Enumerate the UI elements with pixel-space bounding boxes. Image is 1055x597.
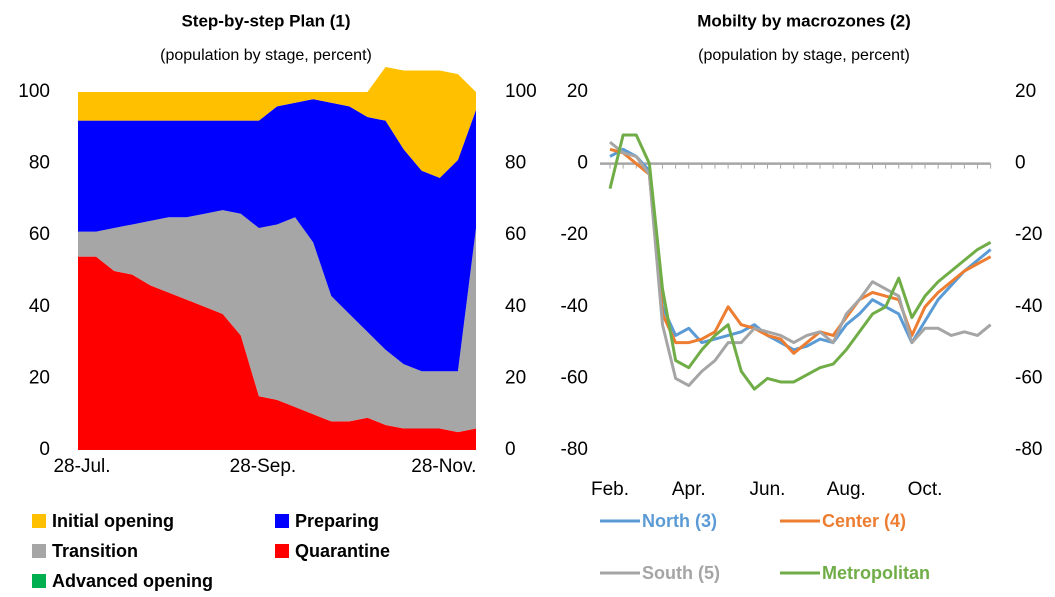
legend-label: Metropolitan [822,563,930,583]
legend-label: Preparing [295,511,379,531]
y-tick-label: 100 [18,81,50,102]
legend-swatch [32,514,46,528]
legend-swatch [32,574,46,588]
y2-tick-label: -20 [1015,224,1042,245]
y2-tick-label: 100 [505,81,537,102]
x-tick-label: Feb. [591,479,629,500]
legend-swatch [275,544,289,558]
area [78,210,476,433]
y2-tick-label: 20 [505,367,526,388]
area [78,256,476,450]
y2-tick-label: 20 [1015,81,1036,102]
x-tick-label: 28-Sep. [230,456,297,477]
y2-tick-label: 80 [505,153,526,174]
y2-tick-label: 40 [505,296,526,317]
legend-label: South (5) [642,563,720,583]
y-tick-label: 0 [39,439,50,460]
x-tick-label: Jun. [750,479,786,500]
legend-swatch [32,544,46,558]
y2-tick-label: -40 [1015,296,1042,317]
legend-label: Advanced opening [52,571,213,591]
y-tick-label: -60 [561,367,588,388]
legend-label: Transition [52,541,138,561]
y-tick-label: 40 [29,296,50,317]
area [78,99,476,372]
x-tick-label: 28-Jul. [53,456,110,477]
y2-tick-label: 60 [505,224,526,245]
y-tick-label: 60 [29,224,50,245]
y2-tick-label: 0 [505,439,516,460]
chart-title: Mobilty by macrozones (2) [697,11,910,30]
y-tick-label: 0 [577,153,588,174]
y-tick-label: 20 [567,81,588,102]
legend-swatch [275,514,289,528]
y-tick-label: -20 [561,224,588,245]
y2-tick-label: -60 [1015,367,1042,388]
legend-label: Quarantine [295,541,390,561]
y-tick-label: 80 [29,153,50,174]
y-tick-label: -40 [561,296,588,317]
area [78,66,476,178]
x-tick-label: Aug. [827,479,866,500]
y-tick-label: 20 [29,367,50,388]
x-tick-label: Oct. [908,479,943,500]
y2-tick-label: -80 [1015,439,1042,460]
legend-label: North (3) [642,511,717,531]
y2-tick-label: 0 [1015,153,1026,174]
legend-label: Center (4) [822,511,906,531]
line [608,133,992,391]
y-tick-label: -80 [561,439,588,460]
chart-title: Step-by-step Plan (1) [181,11,350,30]
legend-label: Initial opening [52,511,174,531]
line [609,147,992,355]
x-tick-label: 28-Nov. [411,456,476,477]
x-tick-label: Apr. [672,479,706,500]
line [609,140,992,388]
chart-subtitle: (population by stage, percent) [698,47,910,64]
chart-subtitle: (population by stage, percent) [160,47,372,64]
